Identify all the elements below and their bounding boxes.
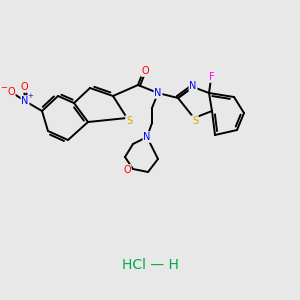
Text: O: O <box>7 87 15 97</box>
Text: N: N <box>21 96 29 106</box>
Text: S: S <box>126 116 132 126</box>
Text: O: O <box>20 82 28 92</box>
Text: N: N <box>189 81 197 91</box>
Text: −: − <box>1 83 7 92</box>
Text: O: O <box>123 165 131 175</box>
Text: HCl — H: HCl — H <box>122 258 178 272</box>
Text: S: S <box>192 116 198 126</box>
Text: N: N <box>154 88 162 98</box>
Text: F: F <box>209 72 215 82</box>
Text: N: N <box>143 132 151 142</box>
Text: +: + <box>27 93 33 99</box>
Text: O: O <box>141 66 149 76</box>
